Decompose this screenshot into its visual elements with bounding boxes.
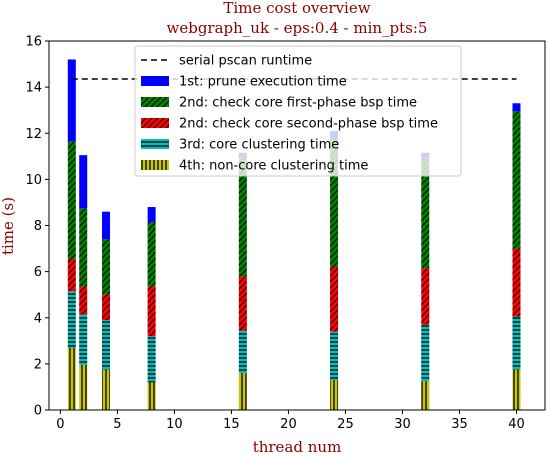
bars-layer	[67, 59, 521, 410]
y-tick-label: 10	[25, 173, 42, 188]
bar-segment-s0-x1	[67, 347, 76, 410]
x-tick-label: 5	[113, 417, 121, 432]
x-tick-label: 0	[56, 417, 64, 432]
y-tick-label: 16	[25, 35, 42, 50]
legend-label: 3rd: core clustering time	[179, 138, 339, 153]
bar-segment-s1-x40	[512, 316, 521, 370]
legend-swatch	[141, 76, 169, 86]
x-tick-label: 30	[394, 417, 411, 432]
y-tick-label: 0	[34, 404, 42, 419]
x-axis-ticks: 0 5 10 15 20 25 30 35 40	[56, 410, 525, 432]
y-tick-label: 2	[34, 357, 42, 372]
legend-label: 1st: prune execution time	[179, 75, 347, 90]
x-tick-label: 20	[280, 417, 297, 432]
y-tick-label: 14	[25, 81, 42, 96]
bar-segment-s0-x8	[147, 382, 156, 410]
legend-swatch	[141, 118, 169, 128]
chart-subtitle: webgraph_uk - eps:0.4 - min_pts:5	[167, 19, 428, 37]
bar-segment-s0-x24	[330, 380, 339, 410]
bar-segment-s3-x8	[147, 222, 156, 287]
x-tick-label: 25	[337, 417, 354, 432]
bar-segment-s4-x2	[79, 155, 88, 209]
bar-segment-s1-x8	[147, 336, 156, 383]
bar-segment-s3-x4	[102, 239, 111, 295]
bar-segment-s1-x32	[421, 324, 430, 382]
legend-label: 4th: non-core clustering time	[179, 159, 368, 174]
bar-segment-s4-x4	[102, 211, 111, 240]
bar-segment-s2-x16	[238, 276, 247, 331]
bar-segment-s0-x32	[421, 381, 430, 410]
bar-segment-s0-x16	[238, 373, 247, 410]
bar-segment-s3-x16	[238, 156, 247, 277]
y-tick-label: 6	[34, 265, 42, 280]
bar-segment-s3-x24	[330, 137, 339, 268]
x-tick-label: 35	[451, 417, 468, 432]
legend: serial pscan runtime 1st: prune execution…	[134, 45, 462, 177]
legend-label: 2nd: check core first-phase bsp time	[179, 96, 417, 111]
bar-segment-s4-x40	[512, 103, 521, 112]
bar-segment-s2-x40	[512, 248, 521, 317]
bar-segment-s2-x2	[79, 286, 88, 315]
x-tick-label: 15	[223, 417, 240, 432]
legend-swatch	[141, 139, 169, 149]
legend-box	[134, 45, 462, 177]
x-tick-label: 40	[508, 417, 525, 432]
bar-segment-s2-x1	[67, 258, 76, 292]
bar-segment-s2-x4	[102, 294, 111, 321]
bar-segment-s3-x2	[79, 208, 88, 287]
bar-segment-s0-x2	[79, 365, 88, 410]
bar-segment-s4-x1	[67, 59, 76, 142]
bar-segment-s1-x2	[79, 314, 88, 366]
bar-segment-s1-x16	[238, 330, 247, 374]
legend-swatch	[141, 160, 169, 170]
bar-segment-s0-x4	[102, 369, 111, 410]
bar-segment-s2-x24	[330, 267, 339, 332]
y-tick-label: 12	[25, 127, 42, 142]
bar-segment-s1-x24	[330, 331, 339, 381]
bar-segment-s3-x1	[67, 141, 76, 259]
bar-segment-s3-x32	[421, 157, 430, 269]
bar-segment-s0-x40	[512, 369, 521, 410]
legend-swatch	[141, 97, 169, 107]
y-axis-label: time (s)	[0, 197, 17, 255]
y-tick-label: 8	[34, 219, 42, 234]
x-axis-label: thread num	[253, 438, 342, 456]
chart-title: Time cost overview	[223, 0, 370, 17]
bar-segment-s3-x40	[512, 111, 521, 249]
x-tick-label: 10	[166, 417, 183, 432]
legend-label: 2nd: check core second-phase bsp time	[179, 117, 438, 132]
bar-segment-s4-x8	[147, 207, 156, 223]
legend-label: serial pscan runtime	[179, 54, 312, 69]
bar-segment-s2-x8	[147, 286, 156, 337]
y-axis-ticks: 0 2 4 6 8 10 12 14 16	[25, 35, 49, 419]
bar-segment-s2-x32	[421, 268, 430, 325]
bar-segment-s1-x4	[102, 320, 111, 370]
bar-segment-s1-x1	[67, 291, 76, 348]
y-tick-label: 4	[34, 311, 42, 326]
